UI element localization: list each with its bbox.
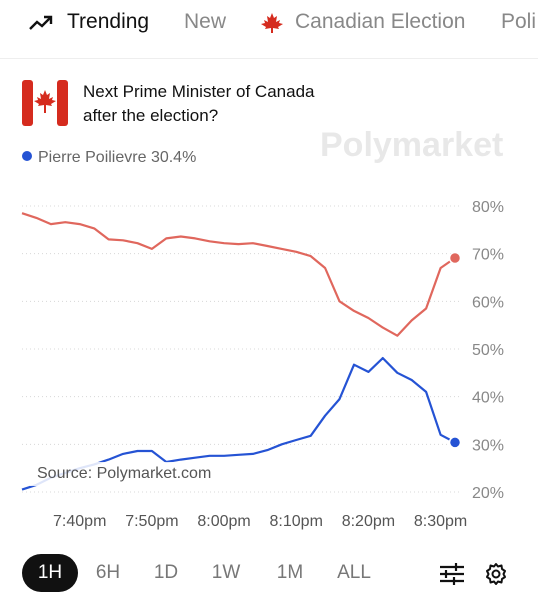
x-tick-label: 8:20pm [342,513,395,530]
chart: 20% 30% 40% 50% 60% 70% 80% 7:40pm 7:50pm 8:00pm 8… [21,199,504,530]
x-tick-label: 7:40pm [53,513,106,530]
legend-value: 30.4% [150,149,197,166]
x-tick-label: 7:50pm [125,513,178,530]
y-tick-label: 50% [472,342,504,359]
x-tick-label: 8:10pm [270,513,323,530]
y-tick-label: 20% [472,485,504,502]
y-tick-label: 60% [472,294,504,311]
x-tick-label: 8:30pm [414,513,467,530]
end-point [448,251,462,265]
x-tick-label: 8:00pm [197,513,250,530]
legend: Pierre Poilievre 30.4% [22,149,196,167]
nav-tab[interactable]: Canadian Election [295,10,466,33]
y-tick-label: 30% [472,437,504,454]
series-line [21,212,456,337]
y-tick-label: 40% [472,390,504,407]
nav-tab[interactable]: Trending [67,10,150,33]
nav-tab[interactable]: Poli [501,10,537,33]
legend-label: Pierre Poilievre [38,149,147,166]
nav-tab[interactable]: New [184,10,227,33]
y-tick-label: 70% [472,247,504,264]
market-title: Next Prime Minister of Canada after the … [83,82,315,125]
source-label: Source: Polymarket.com [30,462,219,486]
range-option[interactable]: 1M [276,562,304,583]
canada-flag [22,80,68,126]
filter-icon[interactable] [438,562,466,586]
range-option[interactable]: ALL [337,562,371,583]
range-option[interactable]: 1H [22,554,78,592]
maple-leaf-icon [261,13,283,33]
divider [0,58,538,59]
range-option[interactable]: 1W [211,562,241,583]
legend-marker [22,151,32,161]
end-point [448,436,462,449]
y-tick-label: 80% [472,199,504,216]
trending-icon [29,15,53,30]
range-option[interactable]: 1D [153,562,179,583]
range-option[interactable]: 6H [95,562,121,583]
settings-icon[interactable] [484,562,508,586]
watermark: Polymarket [320,126,504,164]
